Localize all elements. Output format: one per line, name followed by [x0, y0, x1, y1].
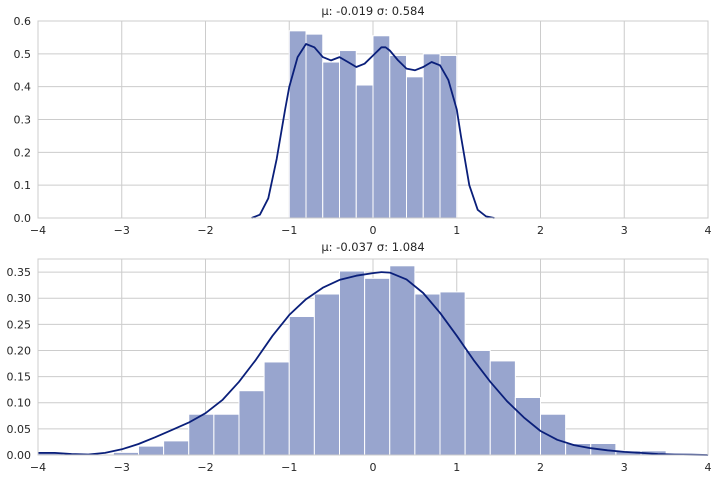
histogram-bar	[138, 445, 165, 456]
y-tick-label: 0.20	[7, 344, 32, 357]
y-tick-label: 0.05	[7, 423, 32, 436]
kde-line	[38, 271, 709, 456]
histogram-bar	[464, 349, 491, 456]
x-tick-label: 1	[453, 461, 460, 474]
y-tick-label: 0.6	[14, 15, 32, 28]
histogram-bar	[406, 76, 424, 219]
x-tick-label: −4	[30, 461, 46, 474]
x-tick-label: 0	[370, 224, 377, 237]
histogram-bar	[489, 360, 516, 456]
x-tick-label: −2	[197, 224, 213, 237]
histogram-bar	[322, 61, 340, 219]
x-tick-label: 1	[453, 224, 460, 237]
histogram-panel-top: μ: -0.019 σ: 0.584 −4 −3 −2 −1 0 1 2 3 40.00.10.…	[14, 4, 712, 237]
x-tick-label: 0	[370, 461, 377, 474]
plot-frame	[37, 20, 709, 219]
y-tick-label: 0.00	[7, 449, 32, 462]
y-axis-ticks: 0.0 0.1 0.2 0.3 0.4 0.5 0.6	[14, 15, 32, 225]
histogram-bar	[540, 413, 567, 456]
x-tick-label: 4	[705, 461, 712, 474]
histogram-bar	[422, 53, 441, 219]
plot-frame	[37, 258, 709, 456]
x-tick-label: −2	[197, 461, 213, 474]
histogram-bar	[238, 390, 265, 456]
histogram-bar	[372, 35, 391, 219]
y-tick-label: 0.10	[7, 397, 32, 410]
y-tick-label: 0.1	[14, 179, 32, 192]
histogram-panel-bottom: μ: -0.037 σ: 1.084 −4 −3 −2 −1 0 1 2 3 4 0.00 0.05…	[7, 240, 712, 474]
chart-title: μ: -0.019 σ: 0.584	[321, 4, 424, 18]
histogram-bar	[288, 315, 315, 456]
histogram-bars	[288, 30, 458, 219]
histogram-bar	[339, 270, 366, 456]
histogram-bar	[364, 277, 391, 456]
histogram-bar	[355, 84, 374, 219]
y-axis-ticks: 0.00 0.05 0.10 0.15 0.20 0.25 0.30 0.35	[7, 266, 32, 462]
x-tick-label: 3	[621, 461, 628, 474]
histogram-bar	[313, 293, 340, 456]
x-tick-label: −1	[281, 224, 297, 237]
histogram-bar	[305, 33, 324, 219]
x-tick-label: −4	[30, 224, 46, 237]
y-tick-label: 0.5	[14, 48, 32, 61]
y-tick-label: 0.15	[7, 371, 32, 384]
kde-line	[251, 43, 495, 219]
x-tick-label: 4	[705, 224, 712, 237]
histogram-bar	[514, 397, 541, 456]
histogram-bar	[213, 413, 240, 456]
histogram-bar	[163, 440, 190, 456]
x-axis-ticks: −4 −3 −2 −1 0 1 2 3 4	[30, 224, 712, 237]
histogram-bar	[339, 50, 357, 219]
histogram-bar	[263, 361, 290, 456]
x-tick-label: −1	[281, 461, 297, 474]
histogram-bars	[37, 265, 667, 456]
histogram-bar	[439, 291, 466, 456]
x-axis-ticks: −4 −3 −2 −1 0 1 2 3 4	[30, 461, 712, 474]
y-tick-label: 0.25	[7, 318, 32, 331]
y-tick-label: 0.3	[14, 114, 32, 127]
chart-title: μ: -0.037 σ: 1.084	[321, 240, 424, 254]
y-tick-label: 0.4	[14, 81, 32, 94]
y-tick-label: 0.2	[14, 146, 32, 159]
y-tick-label: 0.30	[7, 292, 32, 305]
x-tick-label: −3	[114, 224, 130, 237]
histogram-bar	[414, 293, 441, 456]
y-tick-label: 0.0	[14, 212, 32, 225]
histogram-bar	[389, 54, 407, 219]
x-tick-label: 3	[621, 224, 628, 237]
x-tick-label: 2	[537, 461, 544, 474]
histogram-bar	[389, 265, 416, 456]
y-tick-label: 0.35	[7, 266, 32, 279]
x-tick-label: −3	[114, 461, 130, 474]
x-tick-label: 2	[537, 224, 544, 237]
